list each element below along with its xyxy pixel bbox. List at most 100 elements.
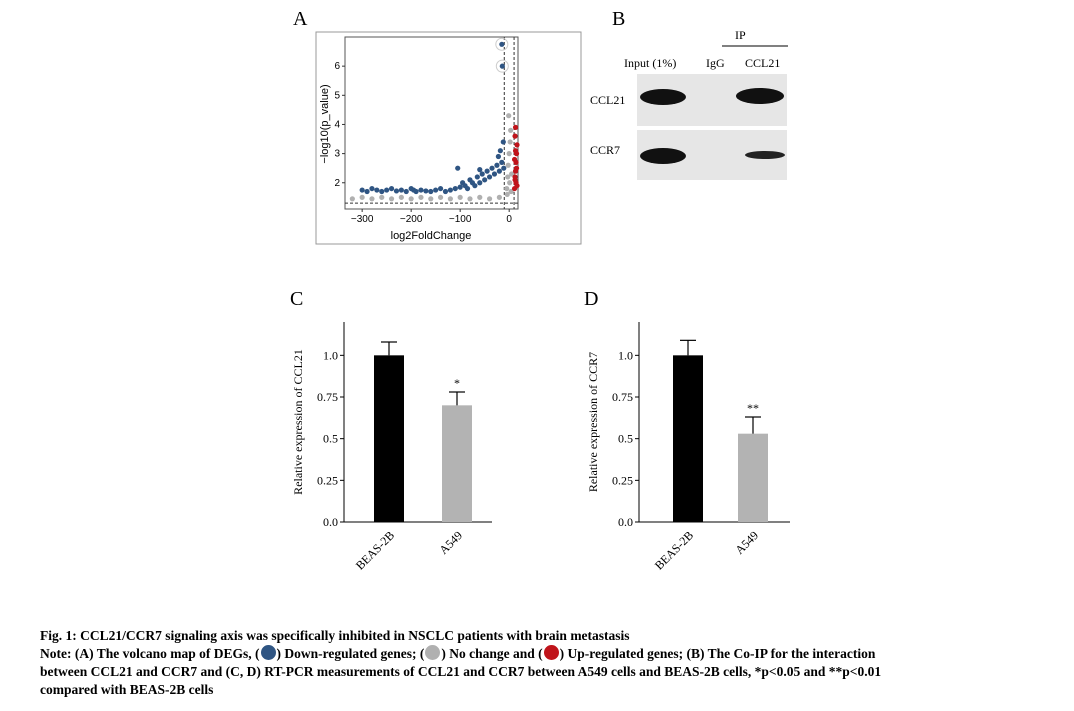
volcano-point-nochange-6 <box>408 196 414 202</box>
volcano-point-nochange-15 <box>496 194 502 200</box>
volcano-point-nochange-5 <box>398 194 404 200</box>
caption-note-start: Note: (A) The volcano map of DEGs, ( <box>40 646 260 661</box>
panel-letter-c: C <box>290 288 304 310</box>
volcano-point-down-21 <box>457 184 463 190</box>
volcano-point-up-11 <box>511 156 518 163</box>
volcano-point-down-33 <box>486 174 493 180</box>
lane-label-ccl21: CCL21 <box>745 56 781 70</box>
volcano-point-up-8 <box>513 180 519 186</box>
volcano-point-down-28 <box>474 174 480 180</box>
category-label-ccl21-0: BEAS-2B <box>353 528 397 572</box>
volcano-point-nochange-9 <box>437 194 444 200</box>
volcano-point-down-41 <box>500 139 506 145</box>
volcano-point-nochange-21 <box>508 127 514 133</box>
volcano-point-down-32 <box>484 168 490 174</box>
volcano-point-nochange-10 <box>447 196 453 202</box>
volcano-point-down-5 <box>384 187 390 193</box>
figure-caption: Fig. 1: CCL21/CCR7 signaling axis was sp… <box>40 627 1060 699</box>
category-label-ccr7-0: BEAS-2B <box>652 528 696 572</box>
volcano-point-down-27 <box>472 183 478 189</box>
bar-ccr7-1 <box>738 433 768 522</box>
volcano-point-nochange-7 <box>418 194 424 200</box>
volcano-frame <box>315 31 582 245</box>
volcano-ytick-label-0: 2 <box>334 178 340 189</box>
band-ccr7-ip <box>745 151 785 159</box>
volcano-point-down-16 <box>433 187 439 193</box>
volcano-point-down-2 <box>369 185 375 192</box>
volcano-point-down-26 <box>469 180 476 186</box>
volcano-point-down-18 <box>442 188 449 195</box>
volcano-point-down-44 <box>477 167 483 173</box>
volcano-point-down-20 <box>452 185 458 192</box>
volcano-point-up-3 <box>513 159 519 165</box>
volcano-point-up-6 <box>512 133 518 139</box>
volcano-point-down-7 <box>393 188 400 194</box>
ytick-label-ccl21-2: 0.5 <box>323 432 338 446</box>
volcano-point-nochange-22 <box>506 113 512 119</box>
volcano-point-nochange-20 <box>507 139 513 145</box>
volcano-point-down-30 <box>479 171 485 177</box>
volcano-point-nochange-18 <box>505 162 511 168</box>
lane-label-input: Input (1%) <box>624 56 677 70</box>
volcano-y-axis-title: −log10(p_value) <box>319 84 331 163</box>
bar-ccr7-0 <box>673 355 703 522</box>
volcano-point-up-10 <box>514 183 520 189</box>
volcano-point-up-2 <box>512 168 519 174</box>
ytick-label-ccl21-4: 1.0 <box>323 348 338 362</box>
blot-membrane-ccl21 <box>637 74 787 126</box>
volcano-point-down-8 <box>398 187 404 193</box>
ytick-label-ccr7-1: 0.25 <box>612 473 633 487</box>
volcano-point-nochange-24 <box>504 191 510 198</box>
volcano-point-up-12 <box>512 174 518 180</box>
volcano-point-up-4 <box>513 151 520 157</box>
volcano-point-down-45 <box>499 41 505 47</box>
lane-label-igg: IgG <box>706 56 725 70</box>
legend-dot-up <box>543 645 559 660</box>
volcano-point-down-40 <box>499 159 505 165</box>
band-ccl21-input <box>640 89 686 105</box>
volcano-point-nochange-17 <box>505 174 511 180</box>
volcano-point-down-0 <box>359 187 365 193</box>
volcano-point-down-42 <box>501 165 507 171</box>
volcano-point-up-9 <box>513 165 520 171</box>
category-label-ccr7-1: A549 <box>732 528 761 557</box>
ytick-label-ccr7-0: 0.0 <box>618 515 633 529</box>
volcano-point-nochange-26 <box>509 171 515 177</box>
volcano-point-down-25 <box>467 177 473 183</box>
blot-row-label-ccr7: CCR7 <box>590 143 621 157</box>
panel-letter-b: B <box>612 8 626 30</box>
volcano-point-nochange-4 <box>388 196 395 202</box>
volcano-point-nochange-25 <box>508 188 514 195</box>
volcano-point-down-10 <box>408 185 414 192</box>
volcano-point-up-1 <box>512 177 518 183</box>
y-axis-title-ccl21: Relative expression of CCL21 <box>291 349 305 495</box>
volcano-point-nochange-23 <box>507 180 513 186</box>
volcano-point-nochange-1 <box>359 194 365 200</box>
volcano-point-down-34 <box>489 165 495 171</box>
panel-letter-a: A <box>293 8 308 30</box>
significance-ccr7-1: ** <box>747 401 759 415</box>
volcano-point-nochange-0 <box>349 196 355 202</box>
ytick-label-ccl21-3: 0.75 <box>317 390 338 404</box>
caption-line-3: between CCL21 and CCR7 and (C, D) RT-PCR… <box>40 664 882 679</box>
blot-membrane-ccr7 <box>637 130 787 180</box>
volcano-point-down-6 <box>388 185 395 192</box>
volcano-point-nochange-19 <box>506 151 512 157</box>
ytick-label-ccl21-0: 0.0 <box>323 515 338 529</box>
volcano-ytick-label-4: 6 <box>334 61 340 72</box>
caption-line-2: Note: (A) The volcano map of DEGs, () Do… <box>40 645 1060 663</box>
volcano-point-down-11 <box>411 187 417 193</box>
bar-ccl21-1 <box>442 405 472 522</box>
volcano-point-down-36 <box>494 162 500 168</box>
volcano-xtick-label-2: −100 <box>449 214 472 225</box>
volcano-point-down-3 <box>374 187 380 193</box>
volcano-point-down-24 <box>464 185 471 192</box>
volcano-point-down-4 <box>379 188 385 195</box>
volcano-point-down-12 <box>413 188 419 195</box>
volcano-ytick-label-1: 3 <box>334 149 340 160</box>
volcano-point-down-29 <box>477 180 483 186</box>
volcano-point-down-22 <box>460 180 466 186</box>
band-ccl21-ip <box>736 88 784 104</box>
